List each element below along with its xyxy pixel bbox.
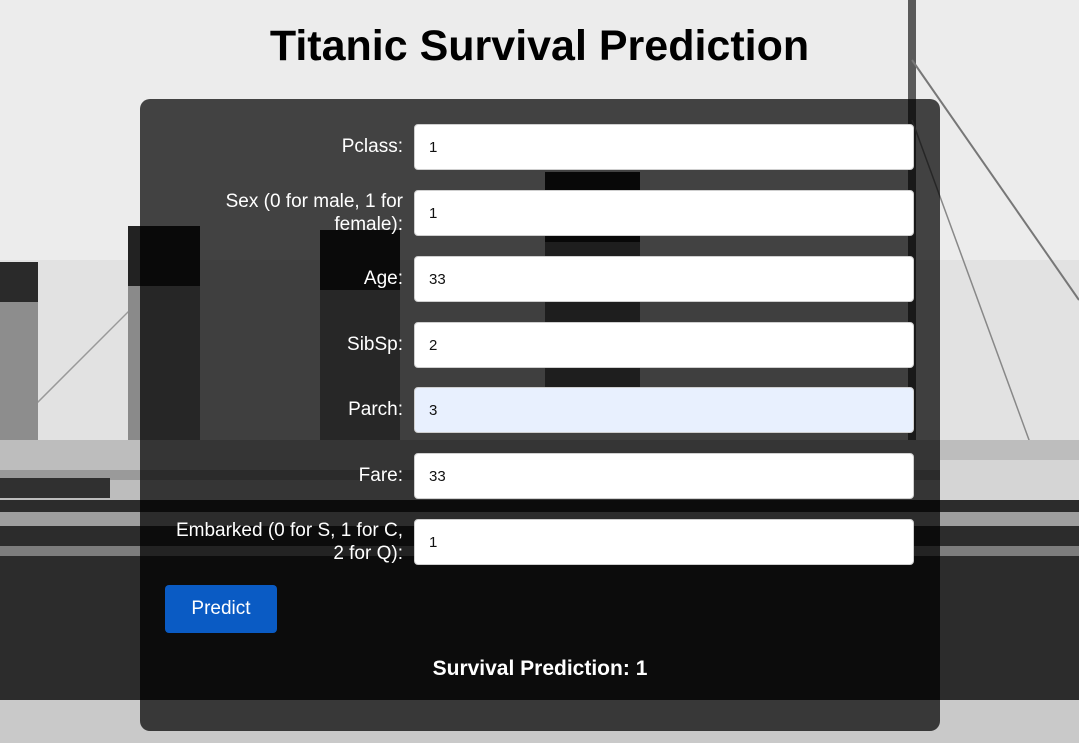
survival-prediction-result: Survival Prediction: 1 xyxy=(140,657,940,681)
predict-button[interactable]: Predict xyxy=(165,585,277,633)
form-row-fare: Fare: xyxy=(140,453,940,501)
prediction-form: Pclass: Sex (0 for male, 1 for female): … xyxy=(140,99,940,731)
parch-label: Parch: xyxy=(348,399,403,420)
pclass-input[interactable] xyxy=(414,124,914,170)
embarked-input[interactable] xyxy=(414,519,914,565)
form-row-sex: Sex (0 for male, 1 for female): xyxy=(140,190,940,238)
form-row-pclass: Pclass: xyxy=(140,124,940,172)
fare-input[interactable] xyxy=(414,453,914,499)
page-title: Titanic Survival Prediction xyxy=(269,22,810,70)
age-label: Age: xyxy=(363,268,403,289)
sex-input[interactable] xyxy=(414,190,914,236)
pclass-label: Pclass: xyxy=(341,136,403,157)
fare-label: Fare: xyxy=(358,465,403,486)
form-row-parch: Parch: xyxy=(140,387,940,435)
age-input[interactable] xyxy=(414,256,914,302)
embarked-label: Embarked (0 for S, 1 for C, 2 for Q): xyxy=(175,520,403,564)
sibsp-input[interactable] xyxy=(414,322,914,368)
result-value: 1 xyxy=(635,657,648,680)
sibsp-label: SibSp: xyxy=(347,334,403,355)
form-row-sibsp: SibSp: xyxy=(140,322,940,370)
parch-input[interactable] xyxy=(414,387,914,433)
result-label: Survival Prediction: xyxy=(432,657,630,680)
sex-label: Sex (0 for male, 1 for female): xyxy=(225,191,403,235)
form-row-age: Age: xyxy=(140,256,940,304)
form-row-embarked: Embarked (0 for S, 1 for C, 2 for Q): xyxy=(140,519,940,567)
